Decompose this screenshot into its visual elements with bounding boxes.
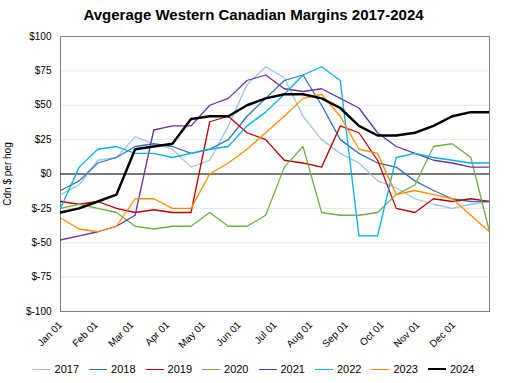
svg-text:Jun 01: Jun 01	[214, 319, 243, 348]
svg-text:$-75: $-75	[31, 271, 51, 282]
svg-text:May 01: May 01	[176, 319, 207, 350]
html-text:2021: 2021	[280, 363, 305, 375]
svg-text:Apr 01: Apr 01	[143, 319, 172, 348]
svg-text:$50: $50	[35, 99, 52, 110]
svg-text:Jan 01: Jan 01	[35, 319, 64, 348]
html-text:2017: 2017	[54, 363, 79, 375]
svg-text:$0: $0	[40, 168, 52, 179]
svg-text:Cdn $ per hog: Cdn $ per hog	[2, 142, 13, 205]
svg-text:Oct 01: Oct 01	[357, 319, 386, 348]
svg-text:Feb 01: Feb 01	[70, 319, 100, 349]
html-text:2023: 2023	[393, 363, 418, 375]
html-text:Avgerage Western Canadian Marg: Avgerage Western Canadian Margins 2017-2…	[83, 6, 424, 23]
svg-text:$-25: $-25	[31, 203, 51, 214]
html-text:2019: 2019	[167, 363, 192, 375]
svg-text:$100: $100	[29, 31, 52, 42]
html-text:2022: 2022	[337, 363, 362, 375]
svg-text:$-100: $-100	[26, 306, 52, 317]
html-text:2024: 2024	[450, 363, 475, 375]
svg-text:$25: $25	[35, 134, 52, 145]
html-text:2020: 2020	[224, 363, 249, 375]
svg-text:Aug 01: Aug 01	[284, 319, 314, 349]
svg-text:Mar 01: Mar 01	[106, 319, 136, 349]
html-text:2018: 2018	[111, 363, 136, 375]
svg-text:Jul 01: Jul 01	[252, 319, 279, 346]
svg-text:$-50: $-50	[31, 237, 51, 248]
svg-text:$75: $75	[35, 65, 52, 76]
svg-text:Sep 01: Sep 01	[320, 319, 350, 349]
svg-text:Nov 01: Nov 01	[391, 319, 421, 349]
svg-text:Dec 01: Dec 01	[427, 319, 457, 349]
